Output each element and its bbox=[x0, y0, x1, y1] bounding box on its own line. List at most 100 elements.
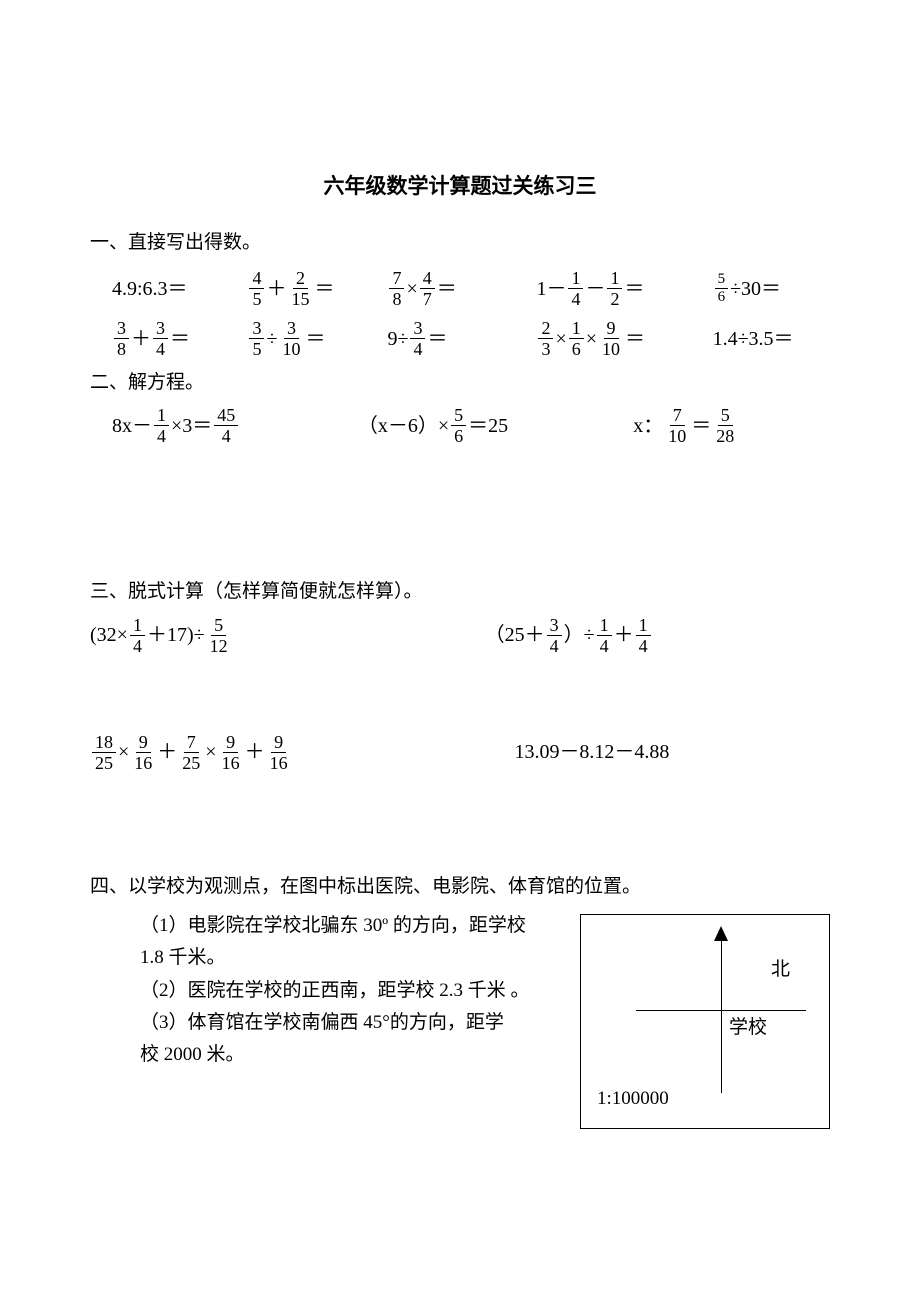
den: 25 bbox=[179, 753, 203, 772]
s1r1c2: 45 ＋ 215 ＝ bbox=[247, 269, 387, 308]
num: 18 bbox=[92, 733, 116, 753]
den: 4 bbox=[219, 426, 234, 445]
num: 4 bbox=[249, 269, 264, 289]
frac: 14 bbox=[568, 269, 583, 308]
eq: ＝ bbox=[314, 273, 334, 305]
after: ÷30＝ bbox=[730, 273, 781, 305]
section4-heading: 四、以学校为观测点，在图中标出医院、电影院、体育馆的位置。 bbox=[90, 872, 830, 902]
s4-line5: 校 2000 米。 bbox=[140, 1039, 560, 1071]
frac: 45 bbox=[249, 269, 264, 308]
map-horizontal-axis bbox=[636, 1010, 806, 1011]
s1r2c5: 1.4÷3.5＝ bbox=[713, 323, 830, 355]
eq: ＝ bbox=[625, 323, 645, 355]
frac: 56 bbox=[715, 272, 729, 305]
num: 2 bbox=[538, 319, 553, 339]
before: （x－6）× bbox=[358, 410, 449, 442]
den: 4 bbox=[410, 339, 425, 358]
school-label: 学校 bbox=[729, 1013, 767, 1043]
num: 9 bbox=[136, 733, 151, 753]
s2e1: 8x－ 14 ×3＝ 454 bbox=[112, 406, 358, 445]
section4-body: （1）电影院在学校北骗东 30º 的方向，距学校 1.8 千米。 （2）医院在学… bbox=[90, 910, 830, 1129]
num: 4 bbox=[420, 269, 435, 289]
op: ＋ bbox=[157, 736, 177, 768]
den: 8 bbox=[389, 289, 404, 308]
num: 1 bbox=[636, 616, 651, 636]
den: 25 bbox=[92, 753, 116, 772]
s2e3: x： 710 ＝ 528 bbox=[633, 406, 830, 445]
mid: ＋17)÷ bbox=[147, 619, 205, 651]
s1r1c5: 56 ÷30＝ bbox=[713, 272, 830, 305]
before: 8x－ bbox=[112, 410, 152, 442]
frac: 710 bbox=[665, 406, 689, 445]
op: × bbox=[555, 323, 566, 355]
s2e2: （x－6）× 56 ＝25 bbox=[358, 406, 633, 445]
num: 1 bbox=[154, 406, 169, 426]
num: 5 bbox=[715, 272, 729, 289]
workspace-gap bbox=[90, 451, 830, 571]
frac: 916 bbox=[219, 733, 243, 772]
op: ÷ bbox=[266, 323, 277, 355]
den: 10 bbox=[665, 426, 689, 445]
mid2: ＋ bbox=[614, 619, 634, 651]
num: 3 bbox=[547, 616, 562, 636]
den: 6 bbox=[715, 289, 729, 305]
op: － bbox=[585, 273, 605, 305]
s2-row: 8x－ 14 ×3＝ 454 （x－6）× 56 ＝25 x： 710 ＝ 52… bbox=[112, 406, 830, 445]
num: 1 bbox=[130, 616, 145, 636]
section4-text: （1）电影院在学校北骗东 30º 的方向，距学校 1.8 千米。 （2）医院在学… bbox=[90, 910, 560, 1071]
num: 2 bbox=[293, 269, 308, 289]
mid1: ）÷ bbox=[564, 619, 595, 651]
s1r2c3: 9÷ 34 ＝ bbox=[387, 319, 536, 358]
den: 4 bbox=[154, 426, 169, 445]
map-diagram: 北 学校 1:100000 bbox=[580, 914, 830, 1129]
den: 6 bbox=[451, 426, 466, 445]
before: 9÷ bbox=[387, 323, 408, 355]
num: 9 bbox=[604, 319, 619, 339]
op: × bbox=[406, 273, 417, 305]
frac: 34 bbox=[153, 319, 168, 358]
op: × bbox=[586, 323, 597, 355]
s3-row2: 1825 × 916 ＋ 725 × 916 ＋ 916 13.09－8.12－… bbox=[90, 733, 830, 772]
s4-line1: （1）电影院在学校北骗东 30º 的方向，距学校 bbox=[140, 910, 560, 942]
den: 12 bbox=[207, 636, 231, 655]
num: 1 bbox=[569, 319, 584, 339]
op: ＋ bbox=[131, 323, 151, 355]
den: 16 bbox=[131, 753, 155, 772]
before: 1－ bbox=[536, 273, 566, 305]
op: × bbox=[118, 736, 129, 768]
frac: 14 bbox=[154, 406, 169, 445]
section3-heading: 三、脱式计算（怎样算简便就怎样算）。 bbox=[90, 577, 830, 607]
frac: 16 bbox=[569, 319, 584, 358]
s3-row1: (32× 14 ＋17)÷ 512 （25＋ 34 ）÷ 14 ＋ 14 bbox=[90, 616, 830, 655]
s1r1c1: 4.9:6.3＝ bbox=[112, 273, 247, 305]
num: 5 bbox=[211, 616, 226, 636]
den: 5 bbox=[249, 289, 264, 308]
num: 3 bbox=[410, 319, 425, 339]
frac: 454 bbox=[214, 406, 238, 445]
num: 7 bbox=[670, 406, 685, 426]
den: 4 bbox=[130, 636, 145, 655]
num: 1 bbox=[568, 269, 583, 289]
workspace-gap bbox=[90, 776, 830, 866]
frac: 47 bbox=[420, 269, 435, 308]
den: 4 bbox=[636, 636, 651, 655]
den: 3 bbox=[538, 339, 553, 358]
frac: 14 bbox=[130, 616, 145, 655]
den: 8 bbox=[114, 339, 129, 358]
den: 4 bbox=[597, 636, 612, 655]
page-title: 六年级数学计算题过关练习三 bbox=[90, 170, 830, 204]
frac: 310 bbox=[279, 319, 303, 358]
s1-row1: 4.9:6.3＝ 45 ＋ 215 ＝ 78 × 47 ＝ 1－ 14 － 12… bbox=[112, 266, 830, 312]
num: 1 bbox=[607, 269, 622, 289]
mid: ＝ bbox=[691, 410, 711, 442]
mid: ×3＝ bbox=[171, 410, 212, 442]
den: 6 bbox=[569, 339, 584, 358]
num: 45 bbox=[214, 406, 238, 426]
frac: 512 bbox=[207, 616, 231, 655]
frac: 34 bbox=[547, 616, 562, 655]
eq: ＝ bbox=[305, 323, 325, 355]
s3e1: (32× 14 ＋17)÷ 512 bbox=[90, 616, 485, 655]
den: 16 bbox=[267, 753, 291, 772]
eq: ＝ bbox=[437, 273, 457, 305]
frac: 215 bbox=[288, 269, 312, 308]
